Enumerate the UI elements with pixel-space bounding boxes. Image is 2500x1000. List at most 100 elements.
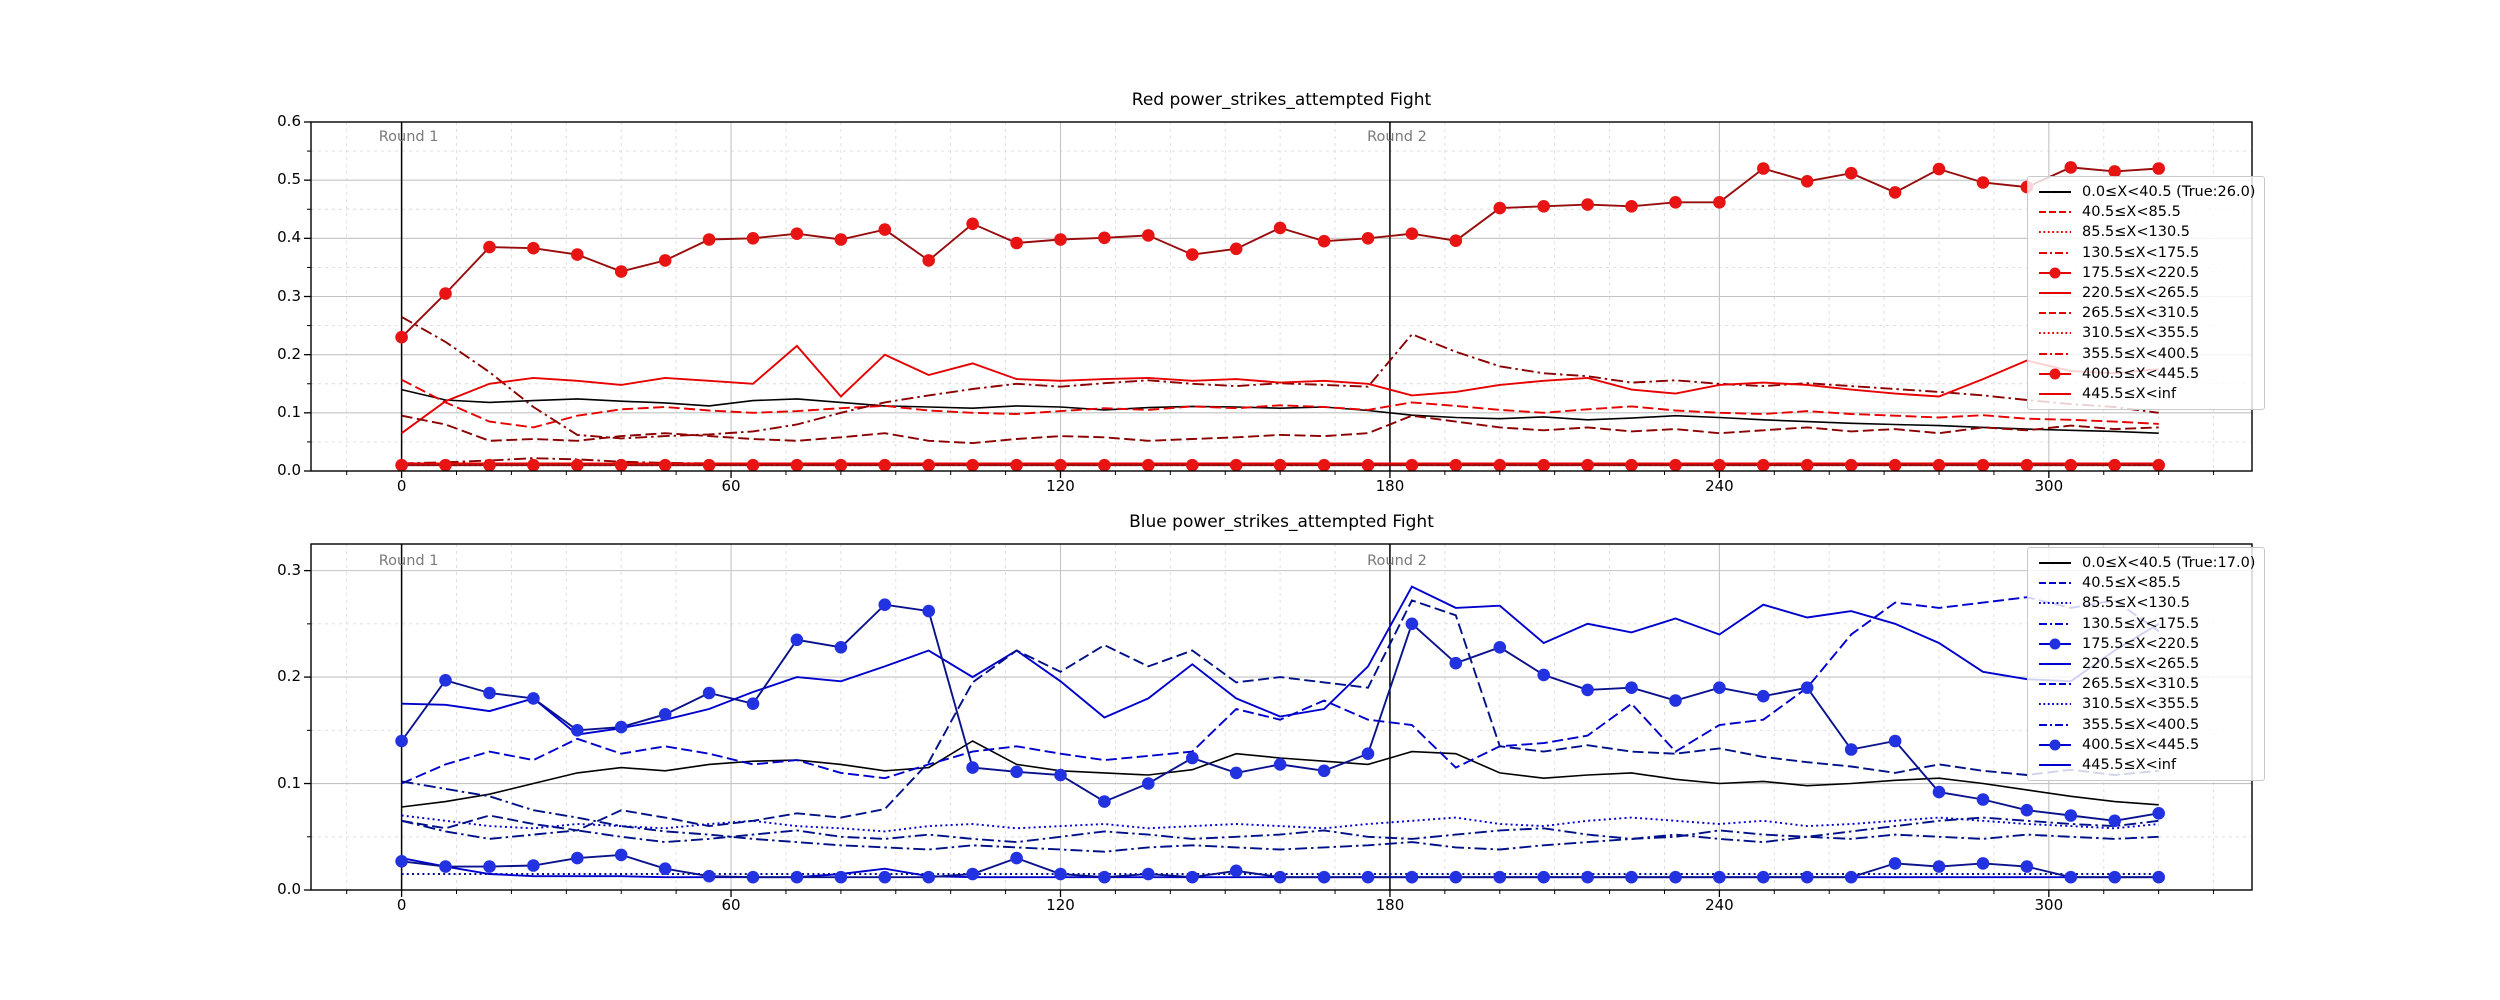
legend-item: 355.5≤X<400.5 — [2037, 715, 2255, 735]
series-marker — [1581, 870, 1594, 884]
legend-label: 130.5≤X<175.5 — [2082, 615, 2200, 632]
legend-line-sample — [2039, 392, 2071, 395]
legend-line-sample — [2039, 368, 2071, 380]
series-marker — [2152, 162, 2165, 175]
series-marker — [1581, 458, 1594, 472]
series-marker — [2152, 458, 2165, 472]
series-marker — [1669, 458, 1682, 472]
series-marker — [878, 598, 892, 611]
round-1-label: Round 1 — [378, 129, 439, 145]
series-marker — [1932, 162, 1946, 176]
legend-item: 310.5≤X<355.5 — [2037, 323, 2255, 343]
series-marker — [2020, 458, 2034, 472]
series-marker — [1361, 232, 1375, 245]
series-marker — [746, 458, 760, 472]
series-marker — [483, 240, 496, 254]
legend-label: 265.5≤X<310.5 — [2082, 676, 2200, 693]
series-marker — [483, 686, 496, 700]
series-marker — [1142, 777, 1155, 790]
series-marker — [439, 860, 452, 873]
series-marker — [1361, 458, 1375, 472]
series-line-red-6 — [401, 414, 2159, 445]
y-tick-label: 0.6 — [277, 112, 301, 130]
legend-label: 85.5≤X<130.5 — [2082, 224, 2191, 241]
legend-label: 400.5≤X<445.5 — [2082, 736, 2200, 753]
legend-label: 85.5≤X<130.5 — [2082, 595, 2191, 612]
series-marker — [834, 641, 848, 654]
series-marker — [2152, 807, 2165, 820]
series-marker — [1273, 758, 1287, 771]
series-marker — [1010, 851, 1023, 865]
series-marker — [1713, 196, 1726, 209]
legend-line-sample — [2039, 703, 2071, 706]
series-line-blue-1 — [401, 596, 2160, 785]
legend-item: 0.0≤X<40.5 (True:26.0) — [2037, 182, 2255, 202]
x-tick-label: 60 — [721, 896, 741, 914]
legend-label: 445.5≤X<inf — [2082, 385, 2177, 402]
series-marker — [1888, 734, 1902, 748]
series-marker — [395, 330, 408, 344]
series-marker — [1405, 227, 1419, 240]
series-marker — [658, 708, 672, 721]
legend-label: 445.5≤X<inf — [2082, 756, 2177, 773]
series-marker — [922, 604, 935, 618]
x-tick-label: 240 — [1705, 477, 1734, 495]
legend-label: 40.5≤X<85.5 — [2082, 575, 2181, 592]
series-marker — [878, 458, 892, 472]
series-marker — [439, 674, 452, 687]
series-marker — [1405, 458, 1419, 472]
series-marker — [966, 867, 979, 881]
x-tick-label: 120 — [1046, 896, 1075, 914]
legend-label: 355.5≤X<400.5 — [2082, 716, 2200, 733]
series-marker — [2064, 458, 2078, 472]
y-tick-label: 0.4 — [277, 228, 301, 247]
series-line-blue-5 — [401, 585, 2160, 736]
series-marker — [2108, 458, 2121, 472]
legend-label: 355.5≤X<400.5 — [2082, 345, 2200, 362]
series-marker — [702, 686, 716, 700]
series-marker — [2108, 870, 2121, 884]
series-marker — [1186, 751, 1199, 765]
y-tick-label: 0.3 — [277, 560, 301, 579]
legend-label: 130.5≤X<175.5 — [2082, 244, 2200, 261]
y-tick-label: 0.2 — [277, 667, 301, 686]
series-marker — [1054, 458, 1067, 472]
series-marker — [395, 855, 408, 868]
red-chart — [304, 121, 2253, 478]
series-marker — [1098, 795, 1111, 808]
series-marker — [2020, 803, 2034, 817]
series-marker — [1537, 668, 1550, 682]
series-marker — [1186, 248, 1199, 261]
series-marker — [1186, 458, 1199, 472]
series-marker — [1757, 689, 1770, 703]
series-marker — [1888, 857, 1902, 870]
series-marker — [1713, 458, 1726, 472]
series-marker — [1844, 870, 1858, 884]
y-tick-label: 0.3 — [277, 286, 301, 305]
legend-item: 445.5≤X<inf — [2037, 384, 2255, 404]
blue-chart — [304, 543, 2253, 897]
series-marker — [1493, 201, 1507, 215]
x-tick-label: 0 — [396, 477, 407, 495]
series-marker — [1229, 766, 1243, 780]
legend-label: 310.5≤X<355.5 — [2082, 325, 2200, 342]
series-marker — [966, 458, 979, 472]
series-marker — [571, 724, 584, 737]
series-marker — [1669, 870, 1682, 884]
series-marker — [1449, 234, 1463, 247]
series-marker — [966, 761, 979, 774]
series-marker — [922, 458, 935, 472]
series-marker — [1625, 681, 1638, 694]
legend-item: 265.5≤X<310.5 — [2037, 303, 2255, 323]
legend-item: 355.5≤X<400.5 — [2037, 344, 2255, 364]
series-marker — [483, 860, 496, 873]
series-marker — [878, 870, 892, 884]
series-marker — [1054, 233, 1067, 246]
series-marker — [1537, 200, 1550, 213]
legend-label: 400.5≤X<445.5 — [2082, 365, 2200, 382]
series-marker — [702, 869, 716, 883]
series-marker — [1142, 229, 1155, 242]
series-line-blue-8 — [401, 819, 2159, 844]
y-tick-label: 0.0 — [277, 880, 301, 898]
